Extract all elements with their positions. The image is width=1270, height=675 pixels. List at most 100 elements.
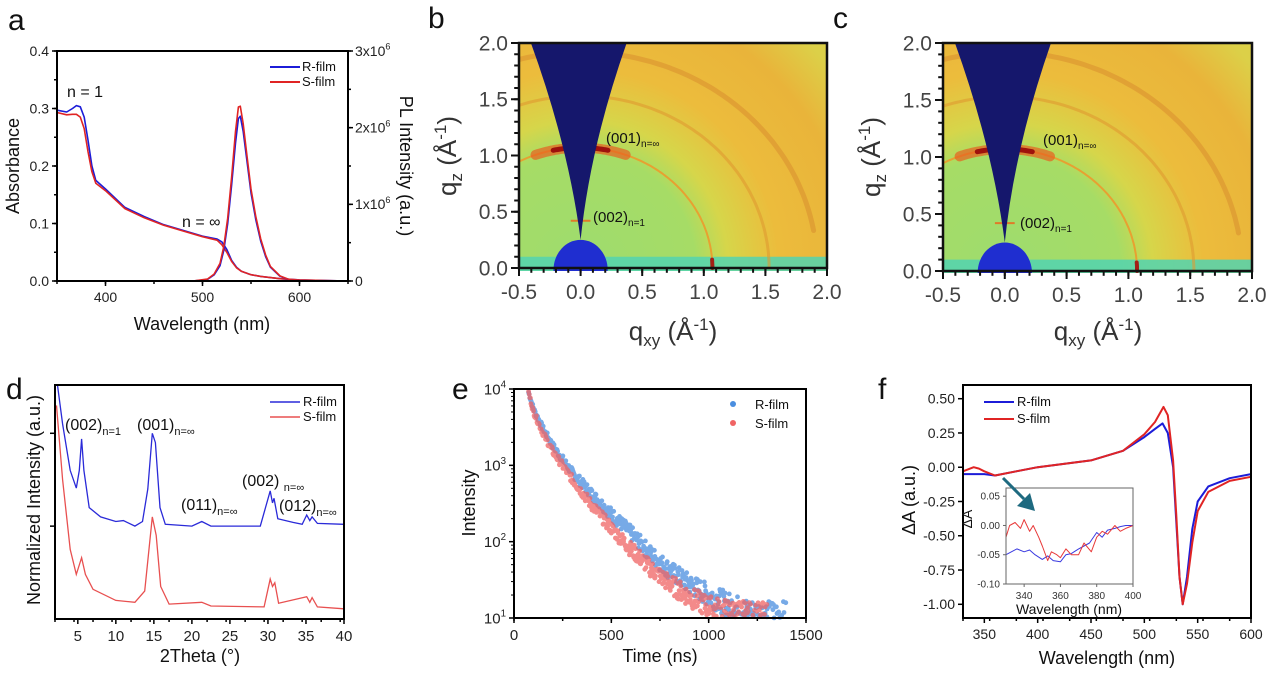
e-point bbox=[702, 583, 708, 589]
x-tick-label: 5 bbox=[74, 628, 82, 645]
e-point bbox=[722, 590, 728, 596]
f-inset-series-s-film bbox=[1005, 519, 1134, 562]
e-legend-s: S-film bbox=[755, 416, 788, 431]
d-series-group bbox=[55, 385, 344, 610]
x-tick-label: 0 bbox=[510, 627, 518, 644]
y-tick-label: -0.25 bbox=[923, 493, 955, 509]
e-point bbox=[667, 588, 673, 593]
f-legend-r: R-film bbox=[1017, 394, 1051, 409]
y-tick-label: 0.05 bbox=[981, 492, 1001, 503]
e-point bbox=[735, 594, 740, 600]
c-ring-2 bbox=[943, 95, 1196, 273]
e-point bbox=[637, 532, 643, 538]
e-point bbox=[653, 573, 658, 579]
c-ring-3 bbox=[943, 49, 1241, 236]
e-point bbox=[528, 395, 533, 401]
e-point bbox=[774, 604, 779, 610]
f-legend-s: S-film bbox=[1017, 411, 1050, 426]
b-ann-002-sub: n=1 bbox=[628, 218, 645, 229]
b-x-axis-title: qxy (Å-1) bbox=[629, 315, 718, 350]
c-x-sup: -1 bbox=[1118, 315, 1133, 334]
y2-tick-label-exponent: 6 bbox=[385, 118, 390, 128]
e-point bbox=[677, 579, 683, 585]
d-annotation-011: (011)n=∞ bbox=[181, 497, 238, 518]
e-point bbox=[703, 602, 708, 608]
b-y-sub: z bbox=[447, 173, 466, 182]
x-tick-label: 600 bbox=[1239, 626, 1263, 642]
c-ann-002-main: (002) bbox=[1020, 215, 1055, 232]
e-point bbox=[605, 524, 610, 529]
b-ring-2 bbox=[519, 94, 771, 270]
b-y-base: q bbox=[432, 182, 462, 196]
d-annotation-002-n1: (002)n=1 bbox=[65, 417, 121, 438]
b-annotation-001: (001)n=∞ bbox=[606, 130, 660, 150]
e-point bbox=[716, 599, 722, 605]
e-point bbox=[602, 512, 608, 518]
b-ann-002-main: (002) bbox=[593, 209, 628, 226]
e-point bbox=[544, 437, 550, 443]
y-tick-label: -0.50 bbox=[923, 528, 955, 544]
e-point bbox=[736, 609, 741, 615]
panel-label-b: b bbox=[428, 2, 445, 35]
a-legend-s: S-film bbox=[302, 74, 335, 89]
f-inset-frame bbox=[1005, 487, 1134, 585]
y-tick-label: 0.3 bbox=[30, 100, 50, 116]
y-tick-label: -1.00 bbox=[923, 596, 955, 612]
b-x-sub: xy bbox=[643, 331, 661, 350]
e-point bbox=[742, 600, 748, 606]
y-tick-label-exponent: 1 bbox=[501, 609, 506, 620]
e-point bbox=[663, 585, 668, 591]
c-y-unit: (Å bbox=[856, 140, 886, 174]
a-series-r-film-left bbox=[56, 104, 349, 282]
e-point bbox=[781, 610, 787, 615]
e-point bbox=[669, 583, 675, 589]
x-tick-label: 20 bbox=[184, 628, 201, 645]
b-annotation-002: (002)n=1 bbox=[593, 209, 645, 229]
x-tick-label: 0.0 bbox=[566, 281, 595, 304]
x-tick-label: -0.5 bbox=[925, 284, 961, 307]
e-legend-r: R-film bbox=[755, 397, 789, 412]
e-point bbox=[672, 565, 678, 571]
c-beamstop-disk bbox=[977, 242, 1032, 273]
y-tick-label: 0.4 bbox=[30, 43, 50, 59]
x-tick-label: 2.0 bbox=[812, 281, 841, 304]
e-point bbox=[699, 610, 705, 616]
e-point bbox=[673, 576, 678, 581]
e-point bbox=[584, 482, 590, 487]
a-x-axis-title: Wavelength (nm) bbox=[134, 314, 270, 334]
y-tick-label: 0.0 bbox=[903, 260, 932, 283]
e-legend-marker-s bbox=[730, 420, 736, 426]
x-tick-label: 450 bbox=[1079, 626, 1103, 642]
e-point bbox=[739, 604, 744, 610]
c-annotation-002: (002)n=1 bbox=[1020, 215, 1072, 235]
c-ann-002-sub: n=1 bbox=[1055, 224, 1072, 235]
x-tick-label: 1.0 bbox=[689, 281, 718, 304]
e-point bbox=[650, 561, 655, 567]
a-annotation-ninf: n = ∞ bbox=[182, 214, 221, 231]
c-annotation-001: (001)n=∞ bbox=[1043, 132, 1097, 152]
y2-tick-label: 1x106 bbox=[355, 195, 390, 212]
x-tick-label: 360 bbox=[1052, 591, 1069, 602]
e-point bbox=[676, 588, 682, 593]
e-point bbox=[664, 559, 670, 565]
c-x-axis-title: qxy (Å-1) bbox=[1054, 315, 1143, 350]
d-ann-sub: n=∞ bbox=[316, 507, 336, 519]
y-tick-label: 102 bbox=[484, 532, 506, 551]
y2-tick-label-exponent: 6 bbox=[385, 42, 390, 52]
y-tick-label: 0.00 bbox=[981, 521, 1001, 532]
d-ann-main: (002) bbox=[242, 473, 284, 490]
f-arrow bbox=[1001, 476, 1035, 511]
panel-label-d: d bbox=[6, 373, 23, 406]
x-tick-label: 1.5 bbox=[751, 281, 780, 304]
e-series-r-film bbox=[526, 390, 789, 621]
y-tick-label: -0.10 bbox=[977, 580, 1000, 591]
x-tick-label: 1.5 bbox=[1176, 284, 1205, 307]
y-tick-label: 0.00 bbox=[928, 459, 955, 475]
e-point bbox=[662, 565, 668, 571]
b-ring-3 bbox=[519, 49, 817, 233]
y-tick-label: 0.2 bbox=[30, 158, 50, 174]
c-y-axis-title: qz (Å-1) bbox=[855, 117, 890, 197]
e-point bbox=[665, 573, 671, 579]
e-point bbox=[660, 554, 665, 560]
x-tick-label: 2.0 bbox=[1237, 284, 1266, 307]
